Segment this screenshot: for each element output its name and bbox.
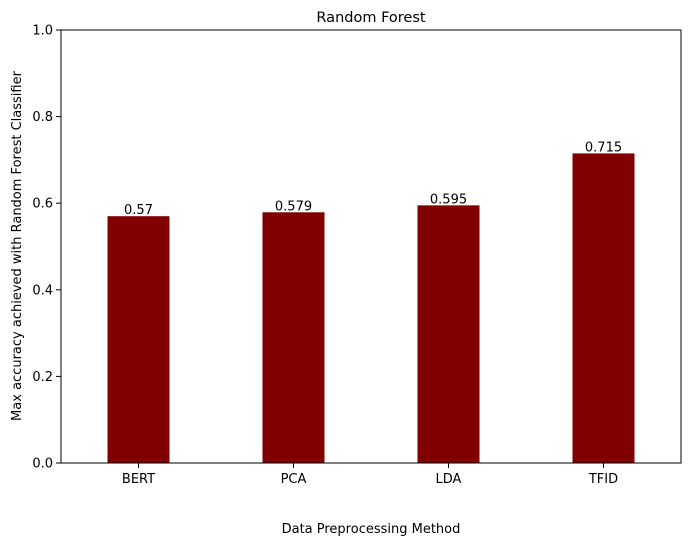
y-tick-label: 0.2 (32, 370, 53, 385)
x-axis-label: Data Preprocessing Method (282, 522, 461, 537)
x-tick-label-pca: PCA (281, 472, 307, 487)
value-label-pca: 0.579 (275, 199, 312, 214)
value-labels-layer: 0.57 0.579 0.595 0.715 (124, 140, 622, 218)
y-tick-label: 0.6 (32, 197, 53, 212)
bar-tfid (572, 153, 635, 463)
y-axis-label: Max accuracy achieved with Random Forest… (10, 70, 25, 421)
bar-bert (107, 216, 170, 463)
bar-lda (417, 205, 480, 464)
y-tick-label: 0.0 (32, 457, 53, 472)
bar-pca (262, 212, 325, 463)
y-tick-label: 0.4 (32, 283, 53, 298)
y-tick-label: 0.8 (32, 110, 53, 125)
y-tick-label: 1.0 (32, 24, 53, 39)
plot-frame (60, 29, 682, 464)
x-axis: BERT PCA LDA TFID (122, 463, 618, 487)
y-axis: 0.0 0.2 0.4 0.6 0.8 1.0 (32, 24, 61, 472)
x-tick-label-lda: LDA (436, 472, 462, 487)
value-label-bert: 0.57 (124, 203, 153, 218)
chart-title: Random Forest (316, 10, 425, 26)
x-tick-label-tfid: TFID (588, 472, 618, 487)
bars-layer (107, 153, 635, 464)
value-label-lda: 0.595 (430, 192, 467, 207)
value-label-tfid: 0.715 (585, 140, 622, 155)
x-tick-label-bert: BERT (122, 472, 155, 487)
